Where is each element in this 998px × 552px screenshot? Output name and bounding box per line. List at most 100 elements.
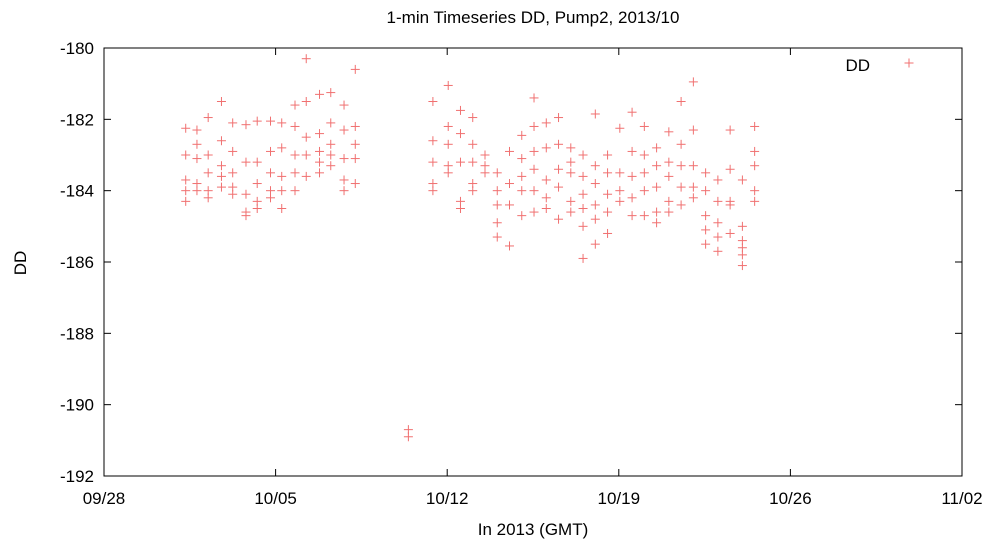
data-point xyxy=(339,125,349,135)
data-point xyxy=(455,129,465,139)
data-point xyxy=(541,175,551,185)
data-point xyxy=(639,150,649,160)
data-point xyxy=(443,80,453,90)
data-point xyxy=(277,204,287,213)
data-point xyxy=(590,161,600,171)
y-tick-label: -190 xyxy=(60,396,94,415)
data-point xyxy=(326,161,336,171)
data-point xyxy=(290,121,300,131)
data-point xyxy=(455,204,465,213)
data-point xyxy=(203,193,213,203)
data-point xyxy=(192,186,202,196)
data-point xyxy=(639,211,649,221)
data-point xyxy=(181,123,191,133)
data-point xyxy=(529,146,539,156)
x-tick-label: 10/12 xyxy=(426,489,469,508)
data-point xyxy=(737,175,747,185)
data-point xyxy=(541,143,551,153)
x-tick-label: 10/19 xyxy=(598,489,641,508)
data-point xyxy=(627,171,637,181)
data-point xyxy=(443,168,453,178)
data-point xyxy=(615,186,625,196)
data-point xyxy=(216,97,226,106)
data-point xyxy=(541,204,551,213)
data-point xyxy=(192,125,202,135)
data-point xyxy=(241,120,251,130)
y-tick-label: -188 xyxy=(60,324,94,343)
y-tick-label: -182 xyxy=(60,110,94,129)
data-point xyxy=(339,100,349,110)
x-axis: 09/28 10/05 10/12 10/19 10/26 11/02 xyxy=(83,48,983,508)
data-point xyxy=(468,139,478,149)
data-point xyxy=(615,168,625,178)
data-point xyxy=(713,232,723,242)
data-point xyxy=(301,132,311,142)
data-point xyxy=(468,113,478,123)
data-point xyxy=(468,186,478,196)
data-point xyxy=(688,182,698,192)
data-point xyxy=(301,54,311,64)
data-point xyxy=(505,146,515,156)
data-point xyxy=(664,127,674,137)
data-point xyxy=(627,211,637,221)
data-point xyxy=(652,207,662,217)
data-point xyxy=(676,200,686,210)
data-point xyxy=(603,168,613,178)
data-point xyxy=(603,228,613,238)
x-tick-label: 11/02 xyxy=(941,489,982,508)
data-point xyxy=(428,136,438,146)
data-point xyxy=(203,168,213,178)
legend-marker xyxy=(904,58,914,68)
data-point xyxy=(290,100,300,110)
data-point xyxy=(228,118,238,128)
legend: DD xyxy=(845,56,914,75)
data-point xyxy=(192,139,202,149)
data-point xyxy=(554,164,564,174)
data-points xyxy=(181,54,760,442)
data-point xyxy=(326,150,336,160)
data-point xyxy=(315,157,325,167)
x-tick-label: 10/05 xyxy=(254,489,297,508)
legend-label: DD xyxy=(845,56,870,75)
data-point xyxy=(315,129,325,139)
data-point xyxy=(554,214,564,224)
data-point xyxy=(228,168,238,178)
data-point xyxy=(578,171,588,181)
data-point xyxy=(277,118,287,128)
data-point xyxy=(181,175,191,185)
data-point xyxy=(639,168,649,178)
data-point xyxy=(339,154,349,164)
data-point xyxy=(701,186,711,196)
y-axis: -180 -182 -184 -186 -188 -190 -192 xyxy=(60,39,962,486)
data-point xyxy=(492,200,502,210)
y-axis-label: DD xyxy=(11,251,30,276)
data-point xyxy=(590,179,600,189)
data-point xyxy=(652,182,662,192)
data-point xyxy=(181,150,191,160)
data-point xyxy=(455,157,465,167)
data-point xyxy=(517,186,527,196)
data-point xyxy=(315,146,325,156)
data-point xyxy=(216,161,226,171)
data-point xyxy=(181,196,191,206)
data-point xyxy=(350,139,360,149)
data-point xyxy=(505,179,515,189)
data-point xyxy=(492,232,502,242)
data-point xyxy=(350,64,360,74)
data-point xyxy=(566,157,576,167)
y-tick-label: -184 xyxy=(60,182,94,201)
data-point xyxy=(517,154,527,164)
data-point xyxy=(203,150,213,160)
data-point xyxy=(590,200,600,210)
data-point xyxy=(480,150,490,160)
data-point xyxy=(639,186,649,196)
data-point xyxy=(252,179,262,189)
data-point xyxy=(554,113,564,123)
data-point xyxy=(428,97,438,106)
data-point xyxy=(554,139,564,149)
data-point xyxy=(578,189,588,199)
data-point xyxy=(676,97,686,106)
data-point xyxy=(228,189,238,199)
data-point xyxy=(492,218,502,228)
